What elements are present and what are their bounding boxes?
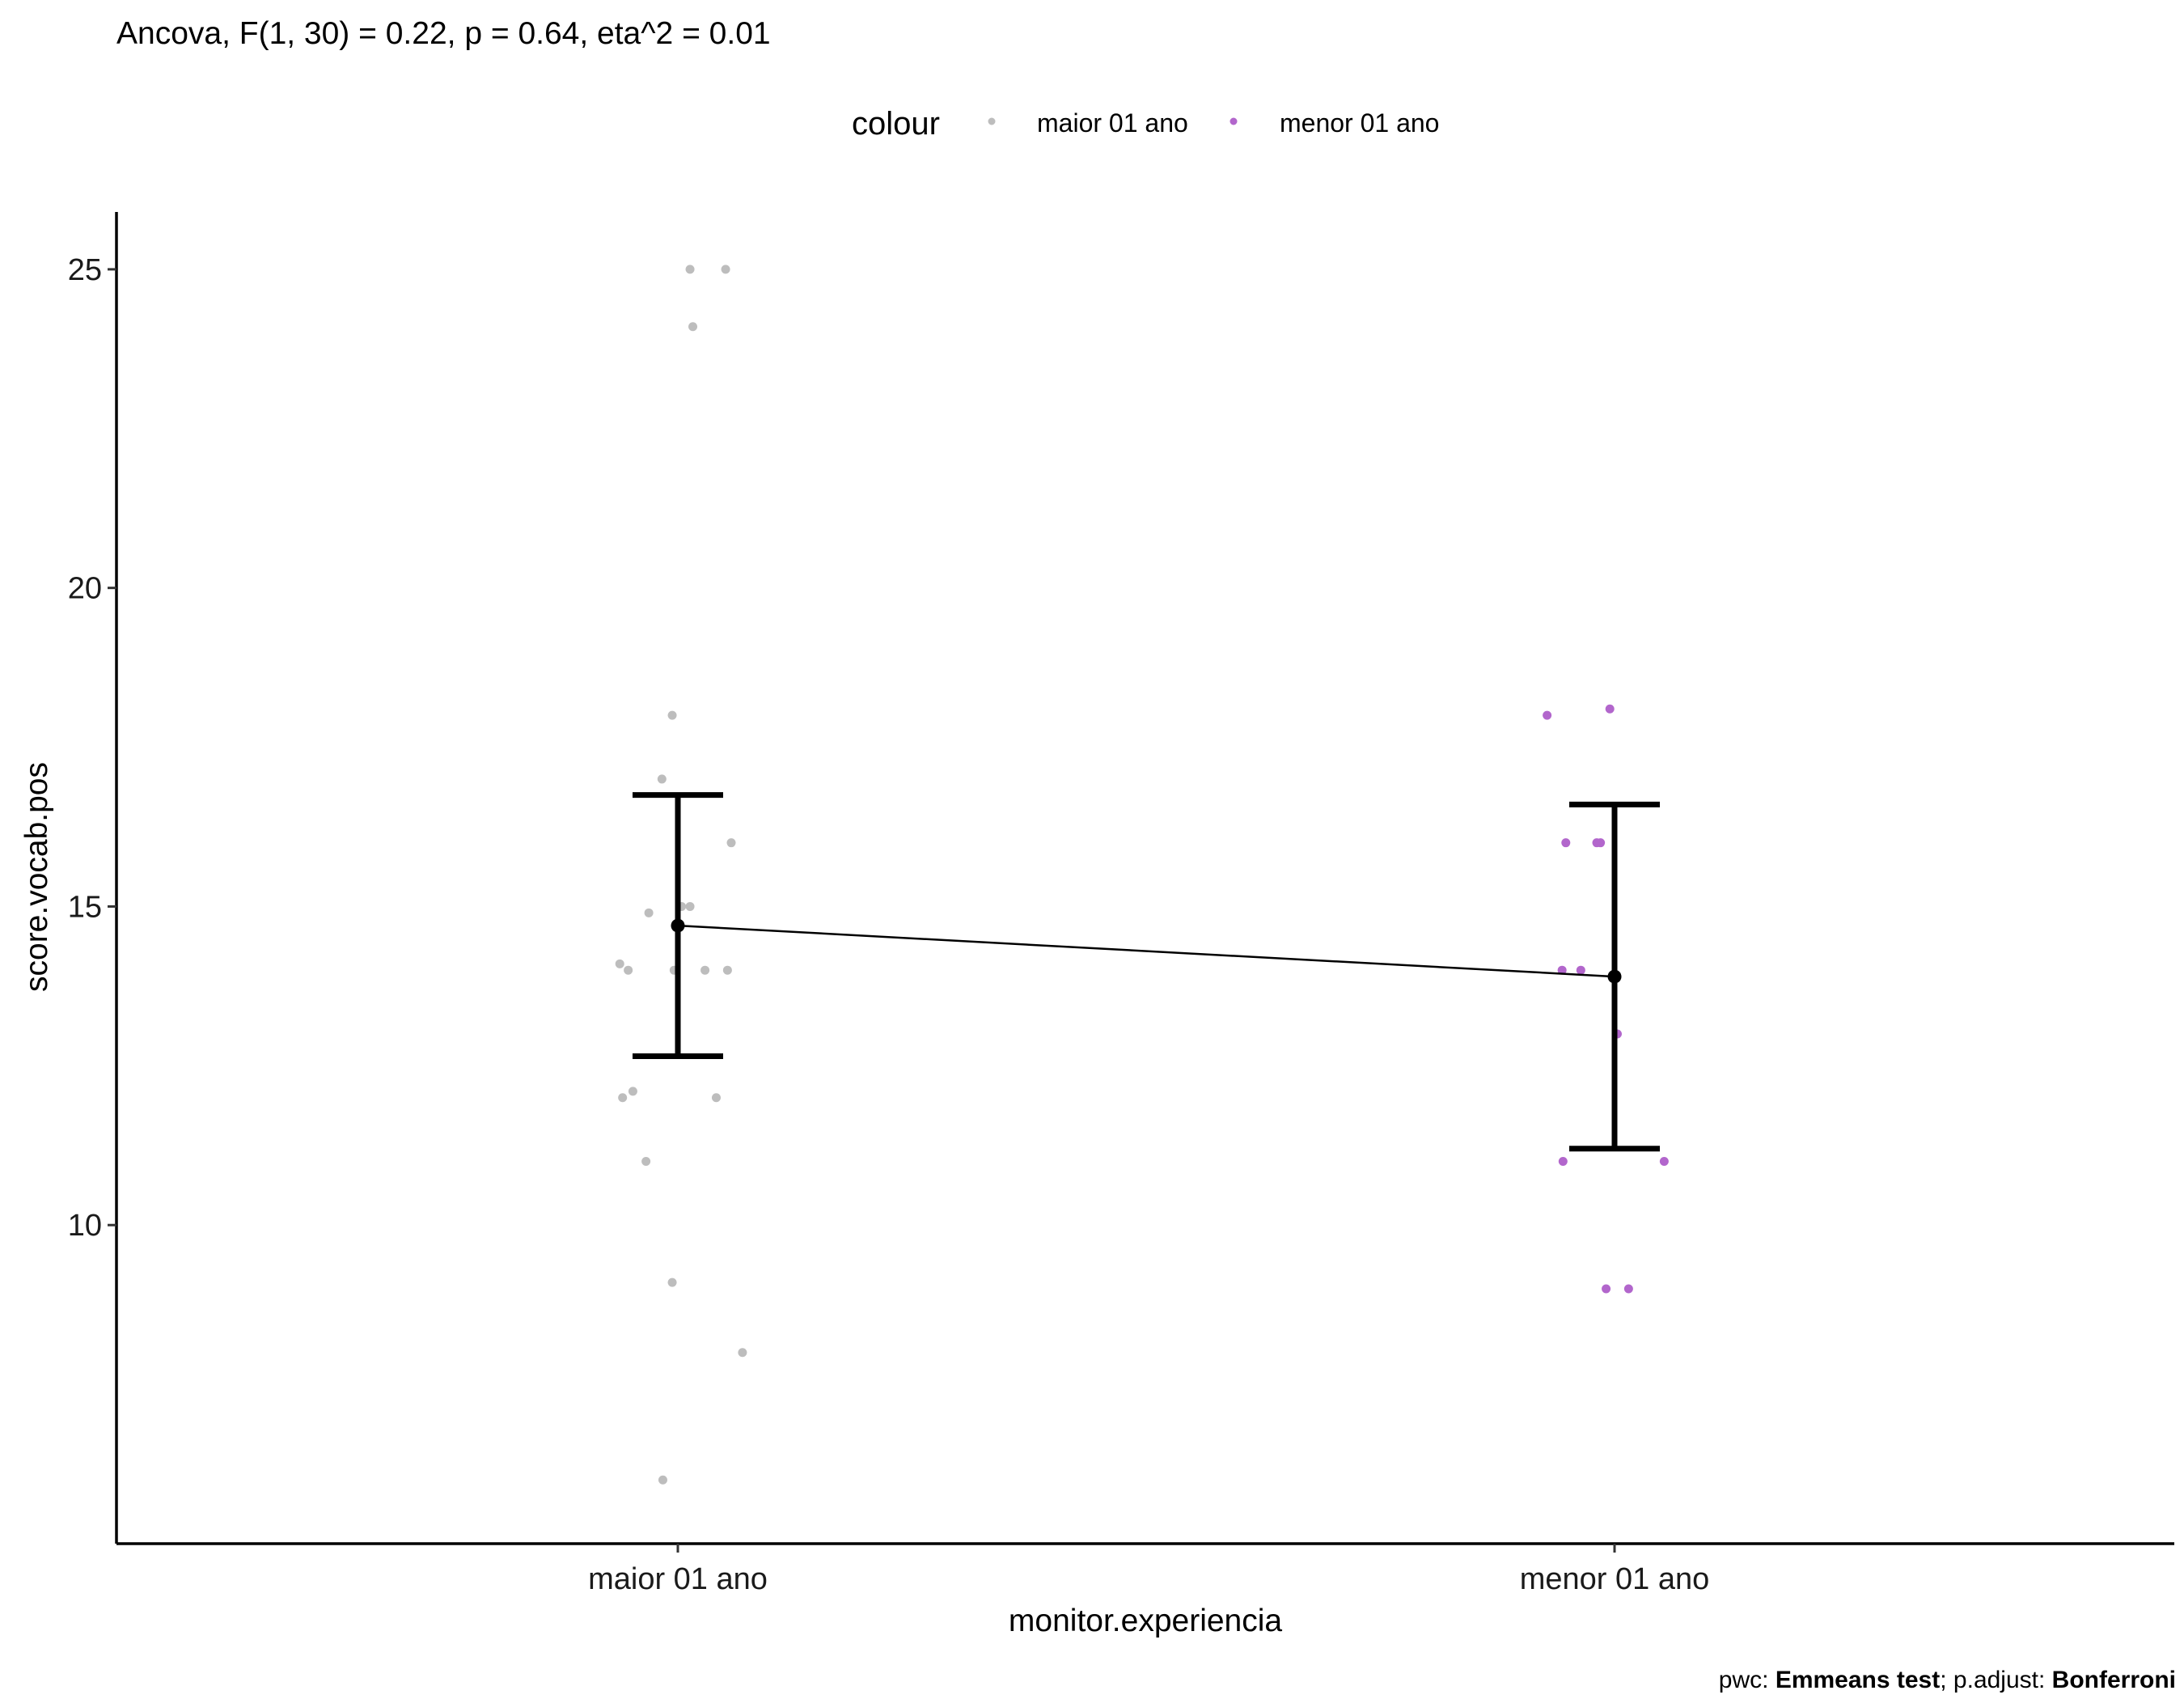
data-point: [1659, 1156, 1669, 1166]
data-point: [628, 1087, 637, 1096]
data-points: [615, 265, 1669, 1485]
x-tick-label: menor 01 ano: [1520, 1562, 1710, 1596]
data-point: [700, 965, 710, 975]
legend-label-maior-01-ano: maior 01 ano: [1037, 108, 1188, 138]
data-point: [1596, 838, 1606, 848]
data-point: [722, 965, 732, 975]
data-point: [1558, 1156, 1568, 1166]
data-point: [685, 265, 695, 274]
data-point: [1557, 965, 1567, 975]
y-tick-label: 25: [68, 253, 102, 287]
data-point: [644, 908, 654, 917]
data-point: [1605, 704, 1615, 714]
chart-title: Ancova, F(1, 30) = 0.22, p = 0.64, eta^2…: [116, 16, 771, 51]
y-axis-title: score.vocab.pos: [19, 762, 54, 992]
caption: pwc: Emmeans test; p.adjust: Bonferroni: [1719, 1667, 2176, 1693]
legend-title: colour: [852, 106, 940, 142]
data-point: [615, 959, 624, 968]
legend-key-maior-01-ano: [988, 117, 996, 125]
x-axis: maior 01 ano menor 01 ano: [116, 1542, 2174, 1596]
errorbar: [1569, 801, 1660, 1152]
data-point: [1576, 965, 1585, 975]
data-point: [667, 710, 677, 720]
data-point: [685, 901, 695, 911]
data-point: [1561, 838, 1571, 848]
y-tick-label: 15: [68, 890, 102, 924]
legend: colour maior 01 ano menor 01 ano: [852, 106, 1439, 142]
data-point: [1623, 1284, 1633, 1294]
y-tick-label: 20: [68, 572, 102, 606]
data-point: [1543, 710, 1552, 720]
data-point: [1602, 1284, 1611, 1294]
data-point: [624, 965, 633, 975]
mean-line: [677, 924, 1615, 978]
data-point: [667, 1277, 677, 1287]
x-tick-label: maior 01 ano: [588, 1562, 768, 1596]
legend-key-menor-01-ano: [1230, 117, 1238, 125]
data-point: [618, 1093, 628, 1103]
data-point: [657, 774, 667, 784]
data-point: [688, 322, 698, 332]
data-point: [658, 1475, 667, 1485]
mean-errorbars: [633, 792, 1660, 1152]
legend-label-menor-01-ano: menor 01 ano: [1280, 108, 1439, 138]
errorbar: [633, 792, 723, 1060]
mean-point: [1607, 969, 1622, 984]
y-axis: 10 15 20 25: [68, 212, 118, 1544]
data-point: [721, 265, 730, 274]
data-point: [641, 1156, 651, 1166]
y-tick-label: 10: [68, 1209, 102, 1243]
data-point: [726, 838, 736, 848]
data-point: [711, 1093, 721, 1103]
x-axis-title: monitor.experiencia: [1009, 1604, 1282, 1638]
mean-point: [671, 918, 685, 933]
data-point: [738, 1348, 747, 1358]
